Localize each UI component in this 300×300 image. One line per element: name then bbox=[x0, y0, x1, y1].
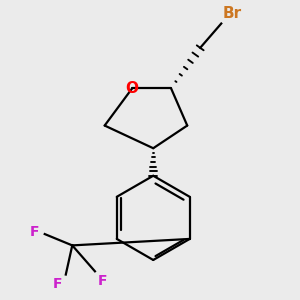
Text: O: O bbox=[126, 81, 139, 96]
Text: F: F bbox=[98, 274, 108, 288]
Text: F: F bbox=[53, 277, 62, 291]
Text: Br: Br bbox=[223, 6, 242, 21]
Text: F: F bbox=[29, 225, 39, 239]
